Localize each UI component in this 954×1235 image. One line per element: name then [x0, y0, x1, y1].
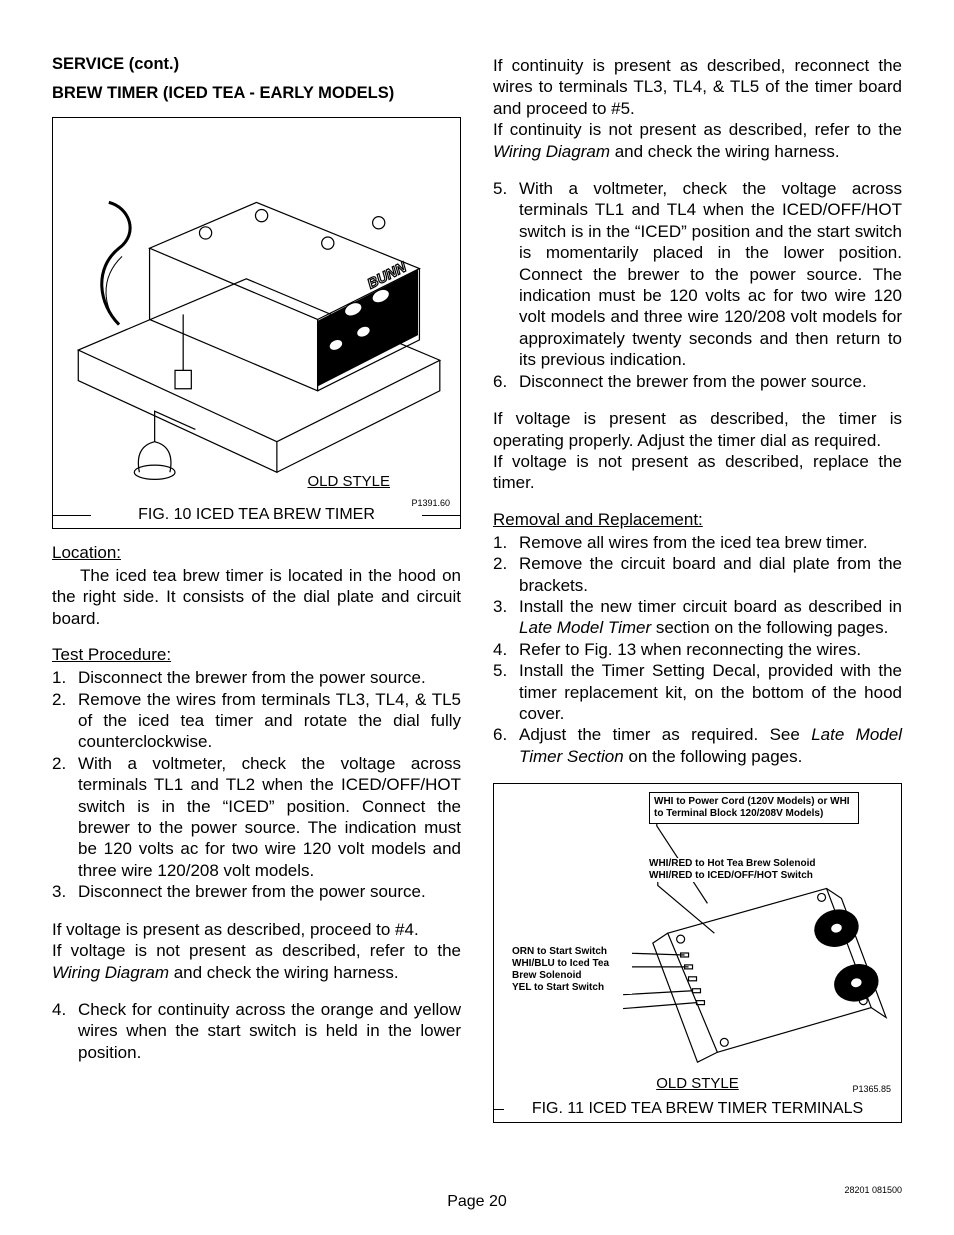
- figure-11-box: WHI to Power Cord (120V Models) or WHI t…: [493, 783, 902, 1123]
- test-steps-a: 1.Disconnect the brewer from the power s…: [52, 667, 461, 902]
- location-body: The iced tea brew timer is located in th…: [52, 565, 461, 629]
- list-item: 4.Check for continuity across the orange…: [52, 999, 461, 1063]
- voltage-present-note: If voltage is present as described, proc…: [52, 919, 461, 940]
- voltage-bad-note: If voltage is not present as described, …: [493, 451, 902, 494]
- test-procedure-head: Test Procedure:: [52, 645, 461, 665]
- voltage-absent-note: If voltage is not present as described, …: [52, 940, 461, 983]
- fig11-caption: FIG. 11 ICED TEA BREW TIMER TERMINALS: [504, 1100, 891, 1118]
- fig11-whi-red-label: WHI/RED to Hot Tea Brew SolenoidWHI/RED …: [649, 858, 879, 882]
- page-columns: SERVICE (cont.) BREW TIMER (ICED TEA - E…: [52, 55, 902, 1123]
- continuity-present-note: If continuity is present as described, r…: [493, 55, 902, 119]
- fig10-oldstyle-label: OLD STYLE: [63, 473, 450, 490]
- fig10-caption: FIG. 10 ICED TEA BREW TIMER: [63, 506, 450, 524]
- list-item: 4.Refer to Fig. 13 when reconnecting the…: [493, 639, 902, 660]
- list-item: 1.Disconnect the brewer from the power s…: [52, 667, 461, 688]
- fig11-oldstyle-label: OLD STYLE: [494, 1075, 901, 1092]
- list-item: 6.Adjust the timer as required. See Late…: [493, 724, 902, 767]
- list-item: 1.Remove all wires from the iced tea bre…: [493, 532, 902, 553]
- right-column: If continuity is present as described, r…: [493, 55, 902, 1123]
- left-column: SERVICE (cont.) BREW TIMER (ICED TEA - E…: [52, 55, 461, 1123]
- list-item: 3.Disconnect the brewer from the power s…: [52, 881, 461, 902]
- list-item: 2.With a voltmeter, check the voltage ac…: [52, 753, 461, 881]
- location-head: Location:: [52, 543, 461, 563]
- removal-steps: 1.Remove all wires from the iced tea bre…: [493, 532, 902, 767]
- list-item: 3.Install the new timer circuit board as…: [493, 596, 902, 639]
- removal-head: Removal and Replacement:: [493, 510, 902, 530]
- brew-timer-head: BREW TIMER (ICED TEA - EARLY MODELS): [52, 84, 461, 103]
- list-item: 2.Remove the wires from terminals TL3, T…: [52, 689, 461, 753]
- continuity-absent-note: If continuity is not present as describe…: [493, 119, 902, 162]
- list-item: 6.Disconnect the brewer from the power s…: [493, 371, 902, 392]
- fig11-left-labels: ORN to Start Switch WHI/BLU to Iced Tea …: [512, 946, 632, 994]
- list-item: 2.Remove the circuit board and dial plat…: [493, 553, 902, 596]
- test-step-4: 4.Check for continuity across the orange…: [52, 999, 461, 1063]
- service-cont-head: SERVICE (cont.): [52, 55, 461, 74]
- fig11-partnum: P1365.85: [852, 1084, 891, 1094]
- voltage-ok-note: If voltage is present as described, the …: [493, 408, 902, 451]
- list-item: 5.Install the Timer Setting Decal, provi…: [493, 660, 902, 724]
- list-item: 5.With a voltmeter, check the voltage ac…: [493, 178, 902, 371]
- test-steps-b: 5.With a voltmeter, check the voltage ac…: [493, 178, 902, 392]
- fig10-line-art: BUNN: [63, 126, 450, 513]
- page-number: Page 20: [0, 1193, 954, 1211]
- figure-10-box: BUNN OLD STYL: [52, 117, 461, 529]
- fig11-whi-power-label: WHI to Power Cord (120V Models) or WHI t…: [649, 792, 859, 824]
